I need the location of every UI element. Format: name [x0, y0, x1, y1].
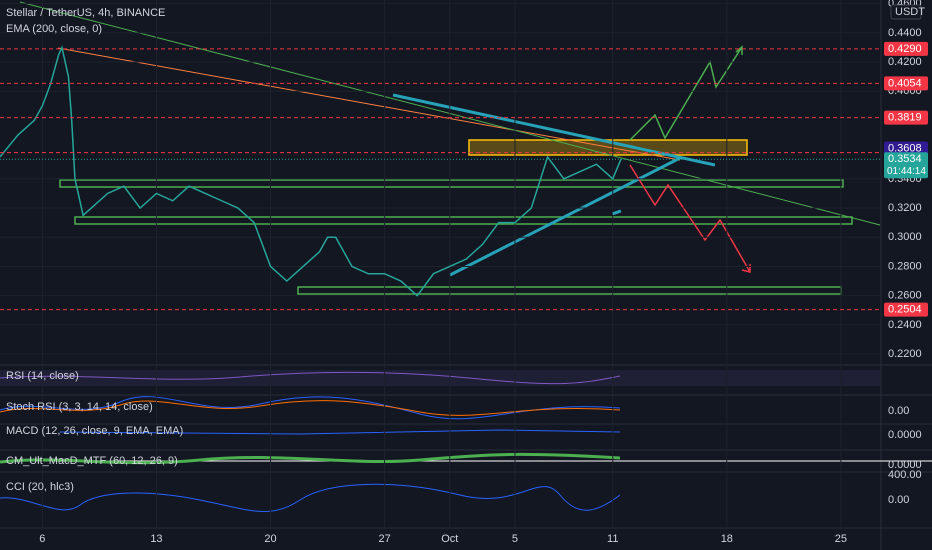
price-label-box: [884, 110, 928, 125]
y-tick-label: 0.4200: [888, 56, 922, 68]
x-tick-label: 25: [835, 533, 847, 545]
price-label: 0.3819: [888, 112, 922, 124]
price-label: 0.2504: [888, 304, 922, 316]
price-label-box: [884, 141, 928, 156]
x-tick-label: 11: [607, 533, 618, 545]
y-tick-label: 0.2800: [888, 260, 922, 272]
currency: USDT: [895, 6, 925, 18]
series-line: [612, 209, 622, 216]
series-line: [0, 45, 622, 297]
indicator-value: 0.0000: [888, 459, 922, 471]
y-tick-label: 0.3000: [888, 231, 922, 243]
indicator-name: CCI (20, hlc3): [6, 481, 74, 493]
cm-line: [0, 452, 621, 465]
price-label: 0.3534: [888, 153, 922, 165]
indicator-name: CM_Ult_MacD_MTF (60, 12, 26, 9): [6, 455, 178, 467]
price-label-box: [884, 76, 928, 91]
zone: [74, 216, 853, 225]
projection-arrow: [629, 164, 751, 273]
projection-arrow: [629, 46, 743, 141]
price-label: 0.4054: [888, 77, 922, 89]
price-label: 0.4290: [888, 43, 922, 55]
indicator-top: 400.00: [888, 469, 922, 481]
price-label-box: [884, 302, 928, 317]
indicator-value: 0.0000: [888, 429, 922, 441]
rsi-band: [0, 370, 880, 386]
price-label-box: [884, 152, 928, 179]
y-tick-label: 0.2200: [888, 348, 922, 360]
stoch-line: [0, 400, 621, 416]
indicator-name: Stoch RSI (3, 3, 14, 14, close): [6, 401, 153, 413]
macd-line: [59, 429, 621, 435]
x-tick-label: 27: [378, 533, 390, 545]
chart-title: Stellar / TetherUS, 4h, BINANCE: [6, 7, 165, 19]
stoch-line: [0, 396, 621, 420]
y-tick-label: 0.2600: [888, 290, 922, 302]
indicator-value: 0.00: [888, 405, 909, 417]
y-tick-label: 0.2400: [888, 319, 922, 331]
arrow-head: [735, 45, 743, 55]
zone: [59, 179, 844, 188]
y-tick-label: 0.3200: [888, 202, 922, 214]
subtitle: EMA (200, close, 0): [6, 23, 102, 35]
price-label: 0.3608: [888, 142, 922, 154]
x-tick-label: 5: [512, 533, 518, 545]
y-tick-label: 0.4400: [888, 27, 922, 39]
price-label-box: [884, 41, 928, 56]
x-tick-label: 6: [39, 533, 45, 545]
x-tick-label: 18: [721, 533, 733, 545]
rsi-line: [0, 371, 621, 385]
trendline: [392, 93, 716, 167]
indicator-name: RSI (14, close): [6, 370, 79, 382]
indicator-name: MACD (12, 26, close, 9, EMA, EMA): [6, 425, 183, 437]
x-tick-label: 20: [264, 533, 276, 545]
trendline: [449, 156, 681, 277]
x-tick-label: 13: [150, 533, 162, 545]
countdown: 01:44:14: [887, 166, 926, 177]
cci-line: [0, 483, 621, 512]
currency-box: [890, 4, 922, 20]
x-tick-label: Oct: [441, 533, 458, 545]
trendline: [57, 47, 681, 161]
indicator-value: 0.00: [888, 494, 909, 506]
